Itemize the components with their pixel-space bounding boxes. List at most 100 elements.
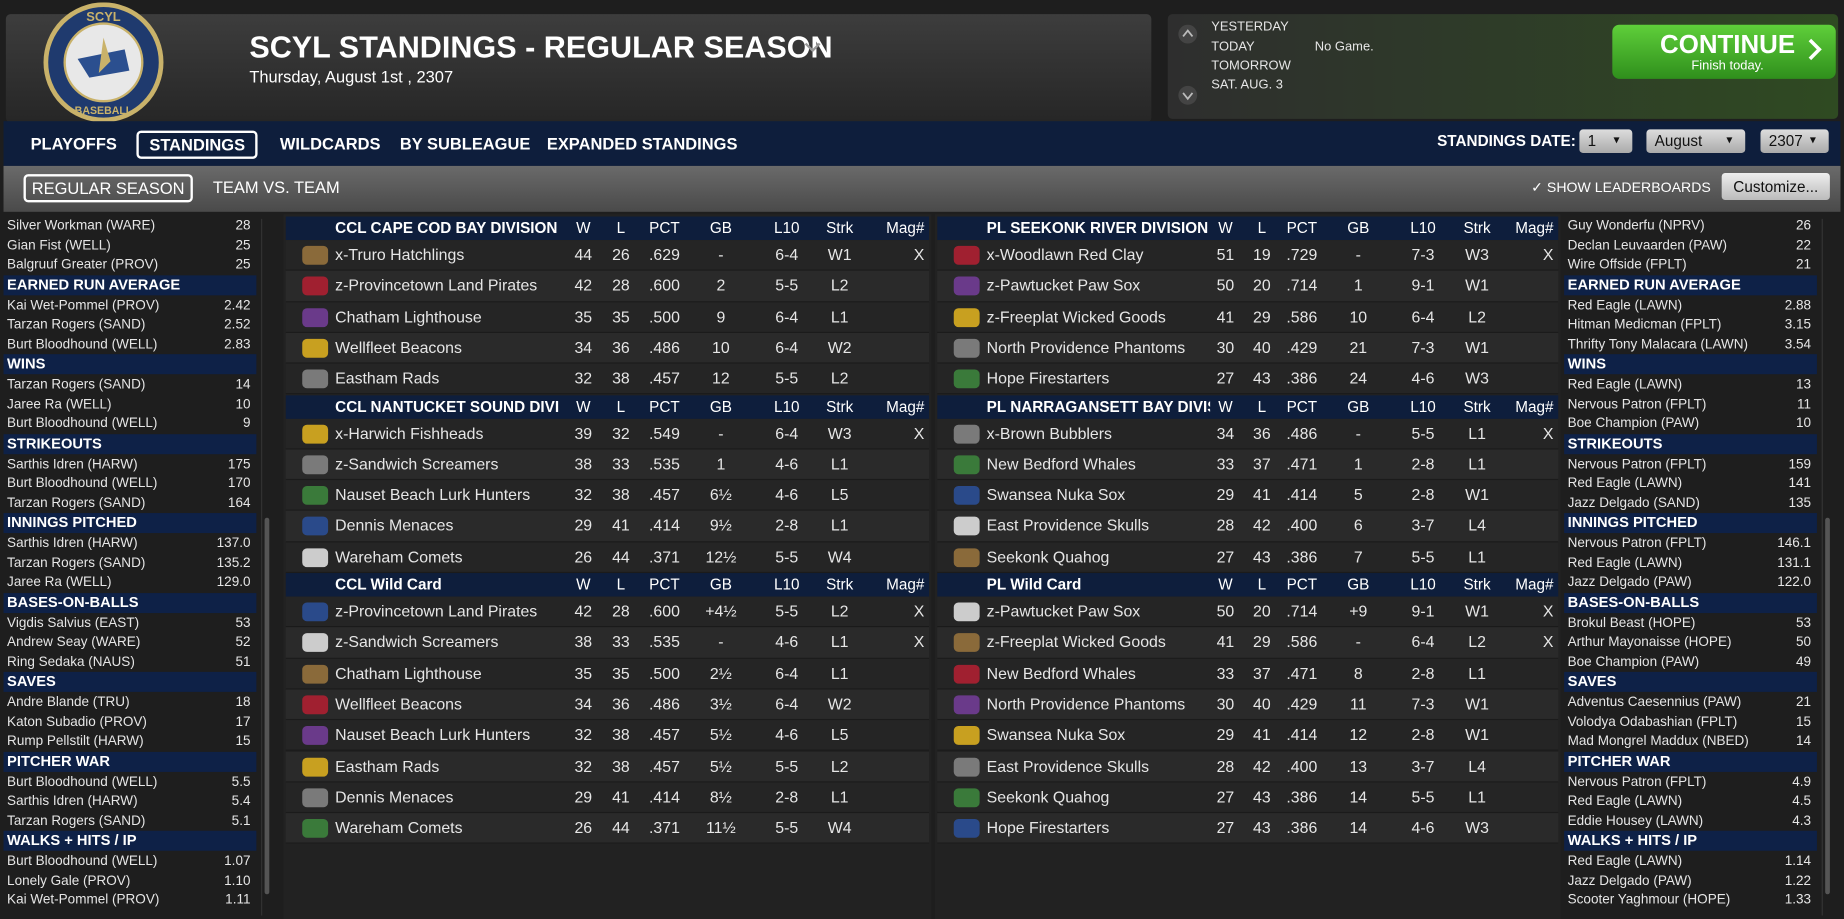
team-logo [953,819,980,838]
stat-cell: 6½ [709,486,732,504]
leader-name: Nervous Patron (FPLT) [1567,397,1707,412]
stat-cell: 3-7 [1411,517,1435,535]
team-row[interactable]: Seekonk Quahog 27 43 .386 7 5-5 L1 [937,542,1559,574]
team-name: z-Freeplat Wicked Goods [986,307,1166,326]
date-select[interactable]: August ▾ [1646,129,1746,153]
stat-cell: L2 [830,757,849,775]
leader-section-title: SAVES [3,671,257,692]
team-row[interactable]: East Providence Skulls 28 42 .400 6 3-7 L4 [937,511,1559,543]
team-row[interactable]: New Bedford Whales 33 37 .471 8 2-8 L1 [937,658,1559,690]
nav-tab[interactable]: BY SUBLEAGUE [399,134,531,153]
team-row[interactable]: Wareham Comets 26 44 .371 11½ 5-5 W4 [285,813,930,845]
stat-cell: 2-8 [1411,455,1435,473]
team-row[interactable]: Swansea Nuka Sox 29 41 .414 5 2-8 W1 [937,480,1559,512]
leader-value: 49 [1796,654,1812,669]
stat-cell: 39 [574,424,593,442]
stat-cell: 41 [1216,633,1235,652]
team-row[interactable]: x-Brown Bubblers 34 36 .486 - 5-5 L1 X [937,418,1559,450]
stat-cell: 5-5 [775,547,799,566]
nav-tab[interactable]: EXPANDED STANDINGS [546,134,738,153]
continue-button[interactable]: CONTINUE Finish today. [1612,24,1836,79]
sub-tab[interactable]: REGULAR SEASON [23,174,193,203]
stat-cell: L1 [1468,455,1486,473]
sub-tab[interactable]: TEAM VS. TEAM [212,177,340,197]
scrollbar[interactable] [261,218,273,916]
leader-section-title: WINS [3,354,257,375]
team-row[interactable]: z-Provincetown Land Pirates 42 28 .600 2 5-5 L… [285,270,930,302]
nav-tab[interactable]: WILDCARDS [279,134,381,153]
team-row[interactable]: x-Woodlawn Red Clay 51 19 .729 - 7-3 W3 X [937,240,1559,271]
team-row[interactable]: Dennis Menaces 29 41 .414 8½ 2-8 L1 [285,782,930,814]
stat-cell: 11 [1350,695,1367,713]
team-row[interactable]: Hope Firestarters 27 43 .386 24 4-6 W3 [937,363,1559,395]
team-row[interactable]: Swansea Nuka Sox 29 41 .414 12 2-8 W1 [937,720,1559,752]
team-row[interactable]: Nauset Beach Lurk Hunters 32 38 .457 6½ 4-6 L5 [285,480,930,512]
stat-cell: W1 [1465,602,1489,621]
leader-value: 50 [1796,635,1812,650]
customize-button[interactable]: Customize... [1721,172,1830,201]
team-row[interactable]: Wellfleet Beacons 34 36 .486 10 6-4 W2 [285,332,930,364]
leader-value: 9 [242,416,251,431]
team-logo [302,307,329,327]
team-row[interactable]: z-Pawtucket Paw Sox 50 20 .714 1 9-1 W1 [937,270,1559,302]
leader-value: 135.2 [216,555,251,571]
team-row[interactable]: North Providence Phantoms 30 40 .429 11 7-3 W1 [937,689,1559,721]
stat-cell: W1 [1465,486,1489,504]
team-row[interactable]: Seekonk Quahog 27 43 .386 14 5-5 L1 [937,782,1559,814]
team-row[interactable]: z-Sandwich Screamers 38 33 .535 - 4-6 L1 X [285,627,930,659]
team-row[interactable]: Eastham Rads 32 38 .457 12 5-5 L2 [285,363,930,395]
leader-value: 1.10 [224,873,251,888]
team-row[interactable]: z-Freeplat Wicked Goods 41 29 .586 - 6-4 L2 X [937,627,1559,659]
team-row[interactable]: Nauset Beach Lurk Hunters 32 38 .457 5½ 4-6 L5 [285,720,930,752]
scroll-thumb[interactable] [264,517,270,895]
column-header: W [576,397,591,415]
team-row[interactable]: Chatham Lighthouse 35 35 .500 9 6-4 L1 [285,301,930,333]
stat-cell: .371 [648,819,680,837]
team-name: Eastham Rads [335,757,440,775]
stat-cell: .535 [648,455,680,473]
team-row[interactable]: East Providence Skulls 28 42 .400 13 3-7 L4 [937,751,1559,783]
scrollbar[interactable] [1821,218,1834,916]
team-row[interactable]: z-Sandwich Screamers 38 33 .535 1 4-6 L1 [285,449,930,481]
leader-name: Tarzan Rogers (SAND) [7,555,146,571]
team-row[interactable]: Hope Firestarters 27 43 .386 14 4-6 W3 [937,813,1559,845]
team-row[interactable]: Eastham Rads 32 38 .457 5½ 5-5 L2 [285,751,930,783]
stat-cell: 12 [1349,726,1368,744]
nav-tab[interactable]: STANDINGS [136,130,259,159]
title-dropdown[interactable] [803,40,822,54]
team-row[interactable]: North Providence Phantoms 30 40 .429 21 7-3 W1 [937,332,1559,364]
team-row[interactable]: x-Truro Hatchlings 44 26 .629 - 6-4 W1 X [285,240,930,271]
schedule-arrows[interactable] [1177,24,1198,109]
stat-cell: .414 [648,517,680,535]
leader-name: Jazz Delgado (SAND) [1567,495,1700,511]
stat-cell: 27 [1216,369,1235,388]
team-row[interactable]: New Bedford Whales 33 37 .471 1 2-8 L1 [937,449,1559,481]
stat-cell: L2 [830,276,849,295]
date-select[interactable]: 2307 ▾ [1760,129,1829,153]
team-name: Swansea Nuka Sox [986,486,1126,504]
scroll-thumb[interactable] [1825,517,1830,895]
leader-value: 170 [227,476,251,491]
stat-cell: 29 [1253,633,1271,652]
team-row[interactable]: z-Provincetown Land Pirates 42 28 .600 +4½ 5-… [285,596,930,628]
date-select[interactable]: 1 ▾ [1579,129,1633,153]
team-row[interactable]: z-Freeplat Wicked Goods 41 29 .586 10 6-4 L2 [937,301,1559,333]
team-row[interactable]: z-Pawtucket Paw Sox 50 20 .714 +9 9-1 W1 X [937,596,1559,628]
team-row[interactable]: Wellfleet Beacons 34 36 .486 3½ 6-4 W2 [285,689,930,721]
team-row[interactable]: Dennis Menaces 29 41 .414 9½ 2-8 L1 [285,511,930,543]
stat-cell: 33 [612,633,630,652]
nav-tab[interactable]: PLAYOFFS [30,134,117,153]
column-header: PCT [1286,575,1318,594]
team-row[interactable]: x-Harwich Fishheads 39 32 .549 - 6-4 W3 X [285,418,930,450]
team-row[interactable]: Wareham Comets 26 44 .371 12½ 5-5 W4 [285,542,930,574]
column-header: PCT [1286,218,1318,237]
team-row[interactable]: Chatham Lighthouse 35 35 .500 2½ 6-4 L1 [285,658,930,690]
stat-cell: 5-5 [1411,547,1435,566]
stat-cell: W1 [1465,338,1489,357]
team-logo [302,788,329,807]
leader-section-title: STRIKEOUTS [3,433,257,454]
team-logo [953,517,980,536]
stat-cell: L1 [1468,788,1486,806]
show-leaderboards-toggle[interactable]: ✓ SHOW LEADERBOARDS [1531,178,1711,196]
leader-name: Thrifty Tony Malacara (LAWN) [1567,337,1749,352]
